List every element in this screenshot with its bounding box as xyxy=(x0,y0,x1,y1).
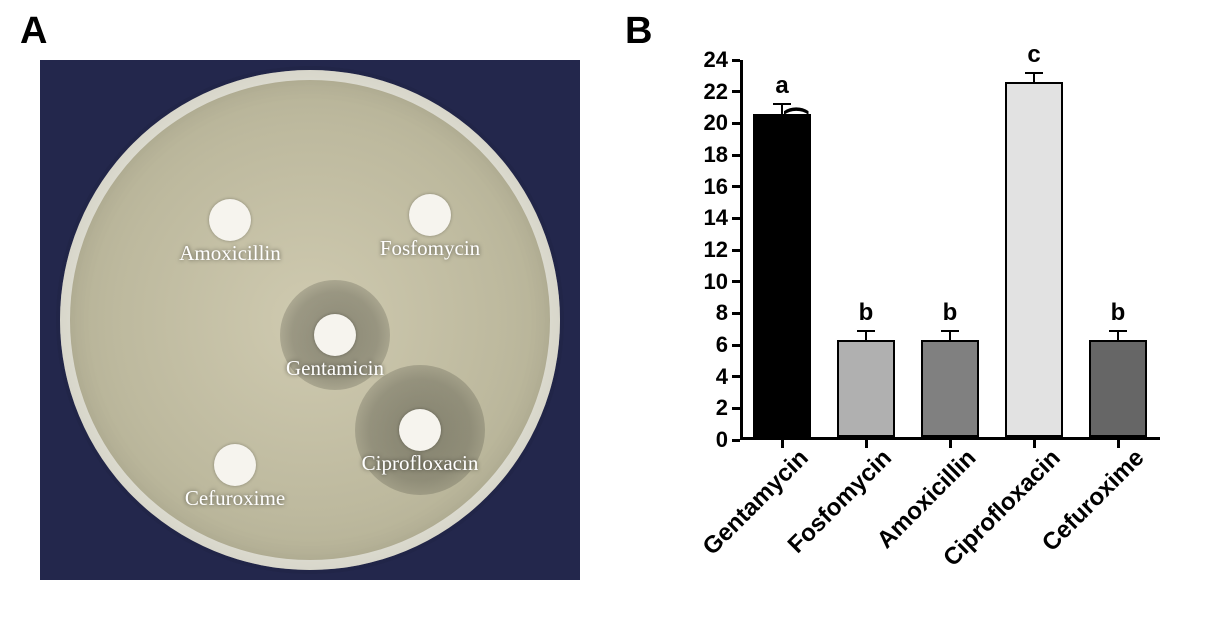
antibiotic-disc xyxy=(409,194,451,236)
significance-letter: a xyxy=(775,72,788,100)
error-bar xyxy=(1033,73,1035,83)
y-tick-label: 2 xyxy=(716,395,740,421)
figure-root: A B AmoxicillinFosfomycinGentamicinCipro… xyxy=(0,0,1213,640)
y-tick-label: 16 xyxy=(704,174,740,200)
error-bar xyxy=(949,331,951,341)
y-tick-label: 22 xyxy=(704,79,740,105)
error-cap xyxy=(941,330,959,332)
error-bar xyxy=(781,104,783,114)
bar xyxy=(753,114,812,437)
error-cap xyxy=(773,103,791,105)
y-tick-label: 14 xyxy=(704,205,740,231)
bar xyxy=(921,340,980,437)
error-cap xyxy=(1025,72,1043,74)
antibiotic-disc xyxy=(209,199,251,241)
bar xyxy=(1005,82,1064,437)
chart-plot-area: 024681012141618202224aGentamycinbFosfomy… xyxy=(740,60,1160,440)
y-tick-label: 24 xyxy=(704,47,740,73)
axis-left xyxy=(740,60,743,440)
significance-letter: c xyxy=(1027,41,1040,69)
y-tick-label: 20 xyxy=(704,110,740,136)
significance-letter: b xyxy=(1111,299,1126,327)
disc-label: Fosfomycin xyxy=(380,236,480,261)
bar xyxy=(837,340,896,437)
panel-a-letter: A xyxy=(20,10,47,53)
antibiotic-disc xyxy=(214,444,256,486)
antibiotic-disc xyxy=(399,409,441,451)
y-tick-label: 18 xyxy=(704,142,740,168)
antibiotic-disc xyxy=(314,314,356,356)
error-bar xyxy=(1117,331,1119,341)
y-tick-label: 4 xyxy=(716,364,740,390)
bar xyxy=(1089,340,1148,437)
error-cap xyxy=(1109,330,1127,332)
y-tick-label: 10 xyxy=(704,269,740,295)
panel-b-bar-chart: Zone of inhibition (mm) 0246810121416182… xyxy=(630,30,1190,630)
y-tick-label: 6 xyxy=(716,332,740,358)
y-tick-label: 0 xyxy=(716,427,740,453)
error-cap xyxy=(857,330,875,332)
significance-letter: b xyxy=(943,299,958,327)
disc-label: Gentamicin xyxy=(286,356,384,381)
y-tick-label: 8 xyxy=(716,300,740,326)
panel-a-petri-dish: Amoxicillin Fosfomycin Gentamicin Ciproflox… xyxy=(40,60,580,580)
y-tick-label: 12 xyxy=(704,237,740,263)
significance-letter: b xyxy=(859,299,874,327)
disc-label: Cefuroxime xyxy=(185,486,285,511)
agar-plate: Amoxicillin Fosfomycin Gentamicin Ciproflox… xyxy=(60,70,560,570)
error-bar xyxy=(865,331,867,341)
disc-label: Amoxicillin xyxy=(179,241,281,266)
disc-label: Ciprofloxacin xyxy=(362,451,479,476)
